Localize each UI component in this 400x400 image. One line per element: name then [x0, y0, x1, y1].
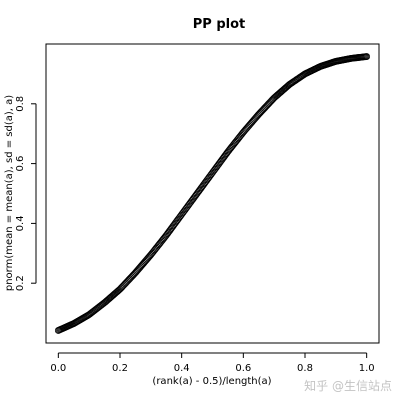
chart-title: PP plot: [193, 17, 246, 32]
x-tick-label: 0.6: [235, 363, 251, 374]
x-tick-label: 1.0: [359, 363, 375, 374]
x-axis: 0.0 0.2 0.4 0.6 0.8 1.0: [50, 352, 375, 374]
y-axis: 0.2 0.4 0.6 0.8: [15, 96, 37, 291]
x-tick-label: 0.2: [112, 363, 128, 374]
y-axis-label: pnorm(mean = mean(a), sd = sd(a), a): [4, 95, 15, 291]
x-tick-label: 0.8: [297, 363, 313, 374]
data-point: [363, 53, 371, 60]
data-points: [54, 53, 371, 334]
x-axis-label: (rank(a) - 0.5)/length(a): [152, 376, 271, 387]
y-tick-label: 0.8: [15, 96, 26, 112]
plot-frame: [45, 43, 380, 344]
x-tick-label: 0.0: [50, 363, 66, 374]
y-tick-label: 0.6: [15, 156, 26, 172]
watermark-text: 知乎 @生信站点: [304, 379, 392, 393]
y-tick-label: 0.2: [15, 275, 26, 291]
x-tick-label: 0.4: [174, 363, 190, 374]
y-tick-label: 0.4: [15, 215, 26, 231]
